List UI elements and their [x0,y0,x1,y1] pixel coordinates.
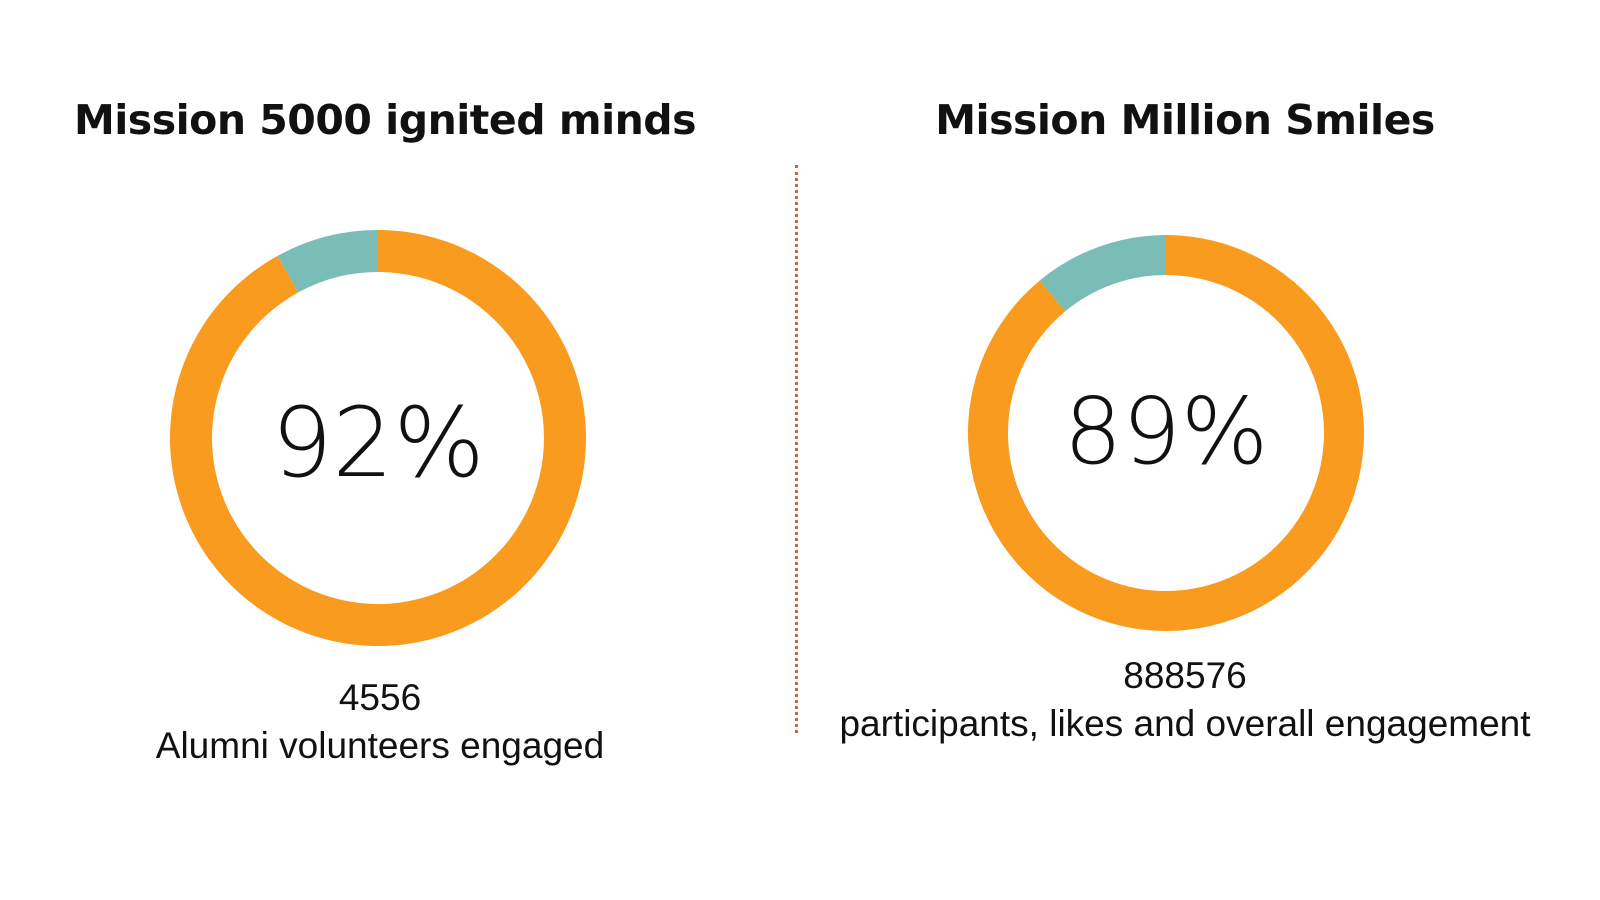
annotation-text: participants, likes and overall engageme… [839,703,1531,744]
donut-slice-remaining [1039,235,1166,312]
mission-million-smiles-panel: Mission Million Smiles 89% 888576 partic… [800,0,1600,900]
donut-chart: 92% [169,230,586,646]
donut-slices [169,230,586,646]
mission-5000-panel: Mission 5000 ignited minds 92% 4556 Alum… [0,0,790,900]
chart-caption: 4556 Alumni volunteers engaged [0,674,760,770]
chart-caption: 888576 participants, likes and overall e… [790,652,1580,748]
chart-title: Mission 5000 ignited minds [73,96,697,144]
dotted-divider [795,165,798,733]
center-percentage-label: 92% [271,387,484,499]
donut-slices [967,235,1364,631]
annotation-value: 4556 [338,677,422,718]
annotation-value: 888576 [1123,655,1247,696]
center-percentage-label: 89% [1064,378,1268,485]
donut-chart: 89% [967,235,1364,631]
annotation-text: Alumni volunteers engaged [155,725,605,766]
chart-title: Mission Million Smiles [935,96,1435,144]
donut-slice-remaining [277,230,378,293]
